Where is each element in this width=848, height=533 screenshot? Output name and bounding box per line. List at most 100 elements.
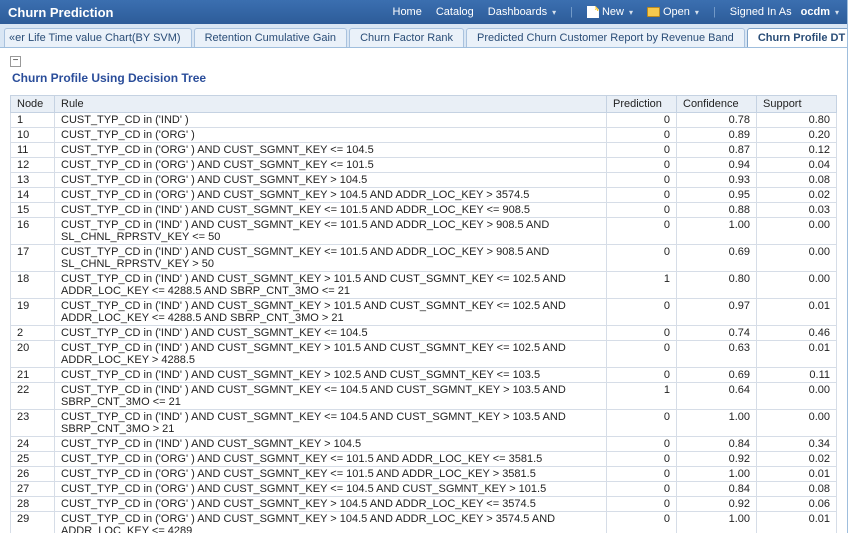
cell-prediction: 0	[607, 112, 677, 127]
nav-separator: |	[713, 6, 716, 18]
table-row[interactable]: 16CUST_TYP_CD in ('IND' ) AND CUST_SGMNT…	[11, 217, 837, 244]
nav-signed-in[interactable]: Signed In As ocdm	[730, 6, 839, 18]
cell-rule: CUST_TYP_CD in ('ORG' ) AND CUST_SGMNT_K…	[55, 172, 607, 187]
table-row[interactable]: 29CUST_TYP_CD in ('ORG' ) AND CUST_SGMNT…	[11, 511, 837, 533]
page-title: Churn Prediction	[8, 5, 113, 20]
table-row[interactable]: 19CUST_TYP_CD in ('IND' ) AND CUST_SGMNT…	[11, 298, 837, 325]
cell-confidence: 0.92	[677, 496, 757, 511]
tab-1[interactable]: Retention Cumulative Gain	[194, 28, 347, 47]
table-row[interactable]: 11CUST_TYP_CD in ('ORG' ) AND CUST_SGMNT…	[11, 142, 837, 157]
nav-home[interactable]: Home	[393, 6, 422, 18]
cell-support: 0.00	[757, 271, 837, 298]
cell-support: 0.02	[757, 187, 837, 202]
table-row[interactable]: 10CUST_TYP_CD in ('ORG' )00.890.20	[11, 127, 837, 142]
cell-node: 25	[11, 451, 55, 466]
cell-confidence: 1.00	[677, 217, 757, 244]
cell-confidence: 0.69	[677, 244, 757, 271]
table-row[interactable]: 17CUST_TYP_CD in ('IND' ) AND CUST_SGMNT…	[11, 244, 837, 271]
cell-node: 20	[11, 340, 55, 367]
table-row[interactable]: 20CUST_TYP_CD in ('IND' ) AND CUST_SGMNT…	[11, 340, 837, 367]
cell-confidence: 0.63	[677, 340, 757, 367]
cell-support: 0.08	[757, 172, 837, 187]
cell-support: 0.11	[757, 367, 837, 382]
col-header-node[interactable]: Node	[11, 95, 55, 112]
cell-rule: CUST_TYP_CD in ('IND' ) AND CUST_SGMNT_K…	[55, 409, 607, 436]
cell-rule: CUST_TYP_CD in ('IND' )	[55, 112, 607, 127]
cell-support: 0.34	[757, 436, 837, 451]
table-row[interactable]: 18CUST_TYP_CD in ('IND' ) AND CUST_SGMNT…	[11, 271, 837, 298]
table-row[interactable]: 25CUST_TYP_CD in ('ORG' ) AND CUST_SGMNT…	[11, 451, 837, 466]
cell-node: 22	[11, 382, 55, 409]
cell-rule: CUST_TYP_CD in ('ORG' ) AND CUST_SGMNT_K…	[55, 157, 607, 172]
col-header-confidence[interactable]: Confidence	[677, 95, 757, 112]
table-row[interactable]: 22CUST_TYP_CD in ('IND' ) AND CUST_SGMNT…	[11, 382, 837, 409]
cell-support: 0.04	[757, 157, 837, 172]
tab-bar: «er Life Time value Chart(BY SVM)Retenti…	[0, 24, 847, 48]
top-nav: Home Catalog Dashboards | New Open | Sig…	[393, 6, 840, 18]
section-collapse-toggle[interactable]: −	[10, 56, 21, 67]
cell-prediction: 0	[607, 298, 677, 325]
nav-dashboards[interactable]: Dashboards	[488, 6, 556, 18]
cell-prediction: 1	[607, 271, 677, 298]
cell-rule: CUST_TYP_CD in ('IND' ) AND CUST_SGMNT_K…	[55, 367, 607, 382]
cell-rule: CUST_TYP_CD in ('IND' ) AND CUST_SGMNT_K…	[55, 298, 607, 325]
cell-prediction: 0	[607, 511, 677, 533]
table-row[interactable]: 23CUST_TYP_CD in ('IND' ) AND CUST_SGMNT…	[11, 409, 837, 436]
cell-confidence: 0.74	[677, 325, 757, 340]
cell-node: 24	[11, 436, 55, 451]
tab-2[interactable]: Churn Factor Rank	[349, 28, 464, 47]
cell-confidence: 0.78	[677, 112, 757, 127]
cell-prediction: 0	[607, 172, 677, 187]
nav-catalog[interactable]: Catalog	[436, 6, 474, 18]
cell-prediction: 0	[607, 340, 677, 367]
cell-prediction: 0	[607, 202, 677, 217]
table-row[interactable]: 26CUST_TYP_CD in ('ORG' ) AND CUST_SGMNT…	[11, 466, 837, 481]
cell-prediction: 0	[607, 436, 677, 451]
new-file-icon	[587, 6, 599, 18]
top-bar: Churn Prediction Home Catalog Dashboards…	[0, 0, 847, 24]
cell-prediction: 0	[607, 127, 677, 142]
table-row[interactable]: 2CUST_TYP_CD in ('IND' ) AND CUST_SGMNT_…	[11, 325, 837, 340]
tab-3[interactable]: Predicted Churn Customer Report by Reven…	[466, 28, 745, 47]
tab-4[interactable]: Churn Profile DT Rule	[747, 28, 848, 47]
col-header-prediction[interactable]: Prediction	[607, 95, 677, 112]
cell-rule: CUST_TYP_CD in ('IND' ) AND CUST_SGMNT_K…	[55, 436, 607, 451]
cell-support: 0.01	[757, 466, 837, 481]
cell-confidence: 0.64	[677, 382, 757, 409]
signed-in-label: Signed In As	[730, 6, 792, 18]
cell-rule: CUST_TYP_CD in ('IND' ) AND CUST_SGMNT_K…	[55, 217, 607, 244]
cell-rule: CUST_TYP_CD in ('ORG' ) AND CUST_SGMNT_K…	[55, 187, 607, 202]
cell-rule: CUST_TYP_CD in ('ORG' ) AND CUST_SGMNT_K…	[55, 511, 607, 533]
cell-node: 2	[11, 325, 55, 340]
table-row[interactable]: 12CUST_TYP_CD in ('ORG' ) AND CUST_SGMNT…	[11, 157, 837, 172]
cell-support: 0.08	[757, 481, 837, 496]
cell-node: 12	[11, 157, 55, 172]
cell-prediction: 0	[607, 466, 677, 481]
cell-node: 27	[11, 481, 55, 496]
cell-node: 23	[11, 409, 55, 436]
col-header-rule[interactable]: Rule	[55, 95, 607, 112]
table-row[interactable]: 13CUST_TYP_CD in ('ORG' ) AND CUST_SGMNT…	[11, 172, 837, 187]
table-row[interactable]: 1CUST_TYP_CD in ('IND' )00.780.80	[11, 112, 837, 127]
nav-open[interactable]: Open	[647, 6, 699, 18]
table-row[interactable]: 14CUST_TYP_CD in ('ORG' ) AND CUST_SGMNT…	[11, 187, 837, 202]
table-row[interactable]: 28CUST_TYP_CD in ('ORG' ) AND CUST_SGMNT…	[11, 496, 837, 511]
cell-confidence: 0.88	[677, 202, 757, 217]
nav-new[interactable]: New	[587, 6, 633, 18]
cell-prediction: 0	[607, 217, 677, 244]
table-row[interactable]: 21CUST_TYP_CD in ('IND' ) AND CUST_SGMNT…	[11, 367, 837, 382]
cell-confidence: 1.00	[677, 409, 757, 436]
table-row[interactable]: 15CUST_TYP_CD in ('IND' ) AND CUST_SGMNT…	[11, 202, 837, 217]
cell-confidence: 0.69	[677, 367, 757, 382]
table-row[interactable]: 27CUST_TYP_CD in ('ORG' ) AND CUST_SGMNT…	[11, 481, 837, 496]
cell-confidence: 0.84	[677, 481, 757, 496]
col-header-support[interactable]: Support	[757, 95, 837, 112]
cell-prediction: 1	[607, 382, 677, 409]
cell-node: 11	[11, 142, 55, 157]
cell-prediction: 0	[607, 244, 677, 271]
cell-node: 28	[11, 496, 55, 511]
table-row[interactable]: 24CUST_TYP_CD in ('IND' ) AND CUST_SGMNT…	[11, 436, 837, 451]
cell-confidence: 0.95	[677, 187, 757, 202]
tab-0[interactable]: «er Life Time value Chart(BY SVM)	[4, 28, 192, 47]
cell-confidence: 0.94	[677, 157, 757, 172]
